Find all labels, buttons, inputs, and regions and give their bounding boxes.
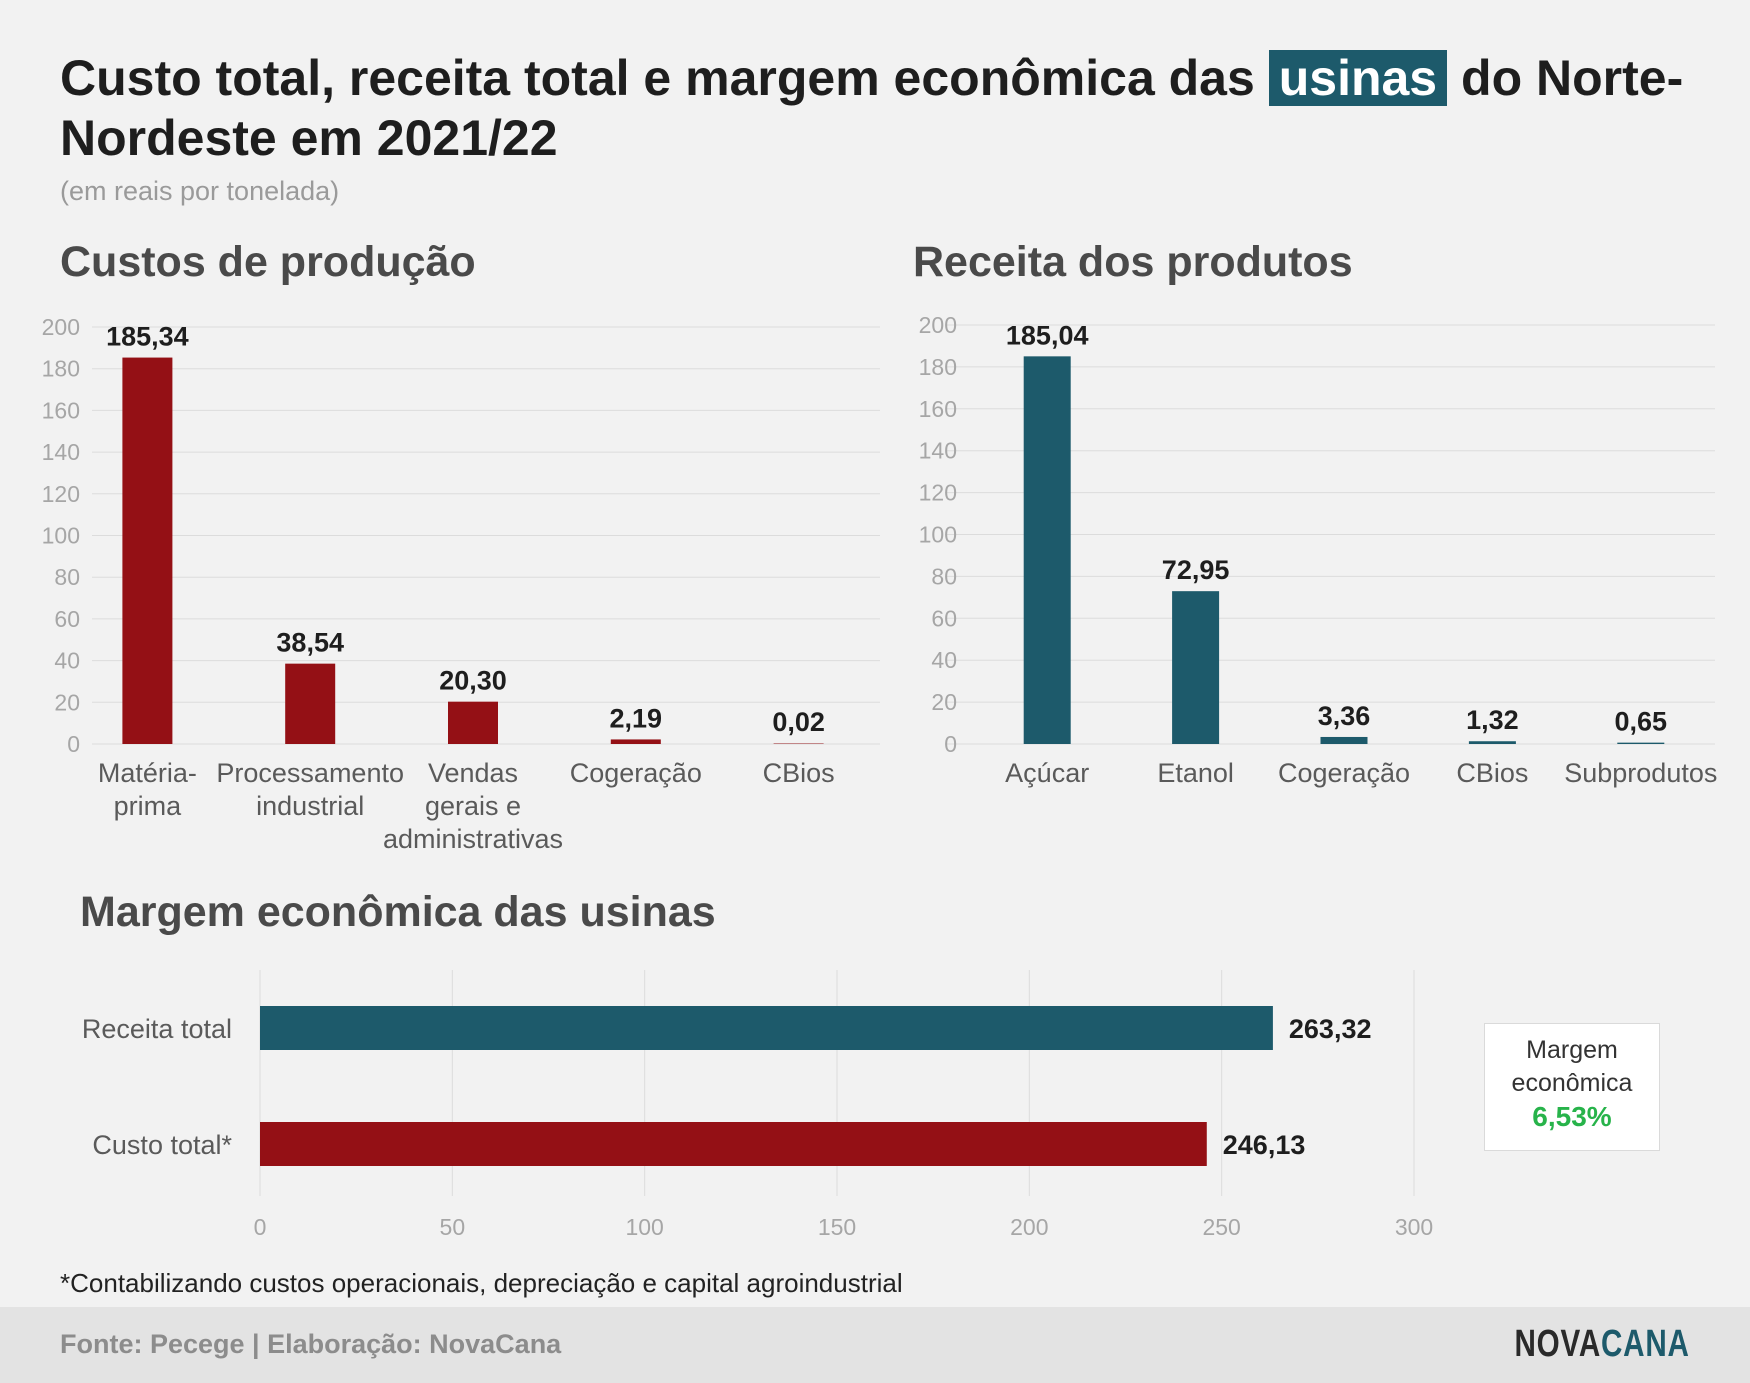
margin-bar: [260, 1122, 1207, 1166]
costs-category-label: Processamento: [216, 758, 404, 788]
margin-box-label: Margem econômica: [1511, 1036, 1633, 1097]
margin-box: Margem econômica 6,53%: [1484, 1023, 1660, 1151]
costs-ytick-label: 160: [42, 397, 80, 423]
costs-bar: [285, 663, 336, 744]
revenue-data-label: 0,65: [1615, 707, 1668, 737]
footnote: *Contabilizando custos operacionais, dep…: [60, 1268, 903, 1298]
costs-category-label: Matéria-: [98, 758, 197, 788]
footer: Fonte: Pecege | Elaboração: NovaCana NOV…: [0, 1307, 1750, 1383]
revenue-data-label: 1,32: [1466, 705, 1519, 735]
page-title: Custo total, receita total e margem econ…: [60, 50, 1684, 166]
costs-ytick-label: 20: [54, 689, 80, 715]
page-subtitle: (em reais por tonelada): [60, 176, 340, 206]
costs-category-label: Cogeração: [570, 758, 702, 788]
revenue-category-label: Etanol: [1157, 758, 1234, 788]
revenue-bar: [1617, 742, 1665, 744]
revenue-ytick-label: 180: [919, 354, 957, 380]
margin-data-label: 263,32: [1289, 1014, 1372, 1044]
revenue-data-label: 185,04: [1006, 320, 1089, 350]
margin-xtick-label: 250: [1202, 1214, 1240, 1240]
revenue-ytick-label: 100: [919, 522, 957, 548]
revenue-ytick-label: 200: [919, 312, 957, 338]
costs-category-label: prima: [114, 791, 182, 821]
margin-xtick-label: 0: [254, 1214, 267, 1240]
costs-ytick-label: 120: [42, 481, 80, 507]
costs-category-label: gerais e: [425, 791, 521, 821]
costs-ytick-label: 40: [54, 648, 80, 674]
costs-category-label: Vendas: [428, 758, 518, 788]
revenue-category-label: CBios: [1456, 758, 1528, 788]
costs-data-label: 185,34: [106, 322, 189, 352]
costs-category-label: CBios: [763, 758, 835, 788]
costs-chart-title: Custos de produção: [60, 238, 476, 286]
margin-box-value: 6,53%: [1532, 1101, 1612, 1132]
costs-bar: [122, 357, 173, 744]
costs-category-label: industrial: [256, 791, 364, 821]
costs-data-label: 38,54: [276, 628, 344, 658]
costs-bar: [448, 701, 498, 744]
margin-xtick-label: 50: [440, 1214, 466, 1240]
costs-ytick-label: 60: [54, 606, 80, 632]
revenue-chart-title: Receita dos produtos: [913, 238, 1353, 286]
costs-ytick-label: 180: [42, 356, 80, 382]
margin-bar: [260, 1006, 1273, 1050]
revenue-data-label: 72,95: [1162, 555, 1230, 585]
margin-xtick-label: 100: [625, 1214, 663, 1240]
margin-data-label: 246,13: [1223, 1130, 1306, 1160]
revenue-ytick-label: 60: [931, 605, 957, 631]
revenue-bar: [1172, 591, 1220, 744]
costs-category-label: administrativas: [383, 824, 563, 854]
margin-chart-title: Margem econômica das usinas: [80, 888, 716, 936]
novacana-logo: NOVACANA: [1514, 1323, 1690, 1365]
costs-data-label: 0,02: [772, 707, 825, 737]
source-text: Fonte: Pecege | Elaboração: NovaCana: [60, 1329, 562, 1359]
costs-data-label: 20,30: [439, 666, 507, 696]
costs-ytick-label: 80: [54, 564, 80, 590]
costs-data-label: 2,19: [610, 703, 663, 733]
revenue-ytick-label: 20: [931, 689, 957, 715]
revenue-ytick-label: 80: [931, 563, 957, 589]
costs-ytick-label: 0: [67, 731, 80, 757]
revenue-category-label: Subprodutos: [1564, 758, 1717, 788]
margin-category-label: Custo total*: [92, 1130, 232, 1160]
margin-xtick-label: 150: [818, 1214, 856, 1240]
costs-ytick-label: 100: [42, 523, 80, 549]
costs-bar: [773, 743, 824, 744]
costs-ytick-label: 140: [42, 439, 80, 465]
title-highlight: usinas: [1268, 50, 1448, 106]
margin-xtick-label: 200: [1010, 1214, 1048, 1240]
margin-category-label: Receita total: [82, 1014, 232, 1044]
costs-bar: [610, 739, 661, 744]
revenue-category-label: Cogeração: [1278, 758, 1410, 788]
revenue-ytick-label: 120: [919, 480, 957, 506]
revenue-data-label: 3,36: [1318, 701, 1371, 731]
revenue-ytick-label: 40: [931, 647, 957, 673]
revenue-bar: [1023, 356, 1071, 744]
revenue-bar: [1320, 736, 1368, 744]
revenue-ytick-label: 140: [919, 438, 957, 464]
revenue-ytick-label: 0: [944, 731, 957, 757]
costs-ytick-label: 200: [42, 314, 80, 340]
revenue-ytick-label: 160: [919, 396, 957, 422]
revenue-bar: [1468, 741, 1516, 744]
margin-xtick-label: 300: [1395, 1214, 1433, 1240]
revenue-category-label: Açúcar: [1005, 758, 1089, 788]
